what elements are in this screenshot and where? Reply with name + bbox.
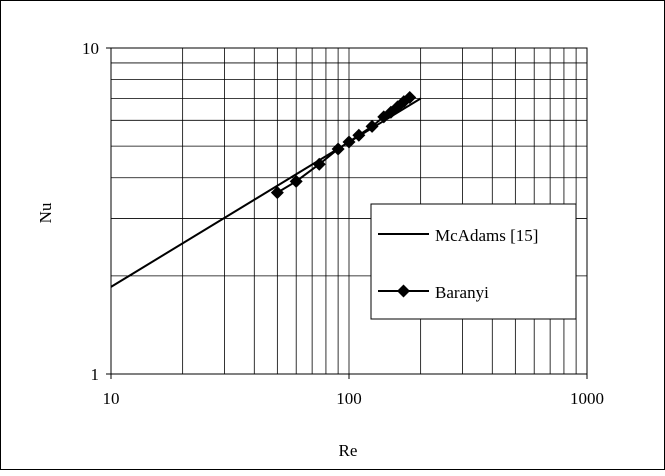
y-tick-label: 1 [91, 365, 100, 384]
series-line-mcadams [110, 97, 422, 288]
baranyi-data-point [331, 142, 345, 156]
series-layer [110, 90, 422, 288]
legend-label-mcadams: McAdams [15] [435, 226, 538, 245]
y-tick-label: 10 [82, 39, 99, 58]
baranyi-data-point [312, 157, 326, 171]
y-axis-label: Nu [36, 202, 55, 223]
baranyi-data-point [342, 135, 356, 149]
baranyi-data-point [352, 128, 366, 142]
x-tick-label: 1000 [570, 389, 604, 408]
x-axis-label: Re [339, 441, 358, 460]
x-tick-label: 10 [103, 389, 120, 408]
legend-marker-baranyi [397, 284, 410, 298]
baranyi-data-point [365, 119, 379, 133]
baranyi-data-point [403, 90, 417, 104]
baranyi-data-point [289, 174, 303, 188]
baranyi-data-point [270, 186, 284, 200]
x-tick-label: 100 [336, 389, 362, 408]
legend-label-baranyi: Baranyi [435, 283, 489, 302]
legend: McAdams [15] Baranyi [370, 203, 577, 320]
legend-box [370, 203, 577, 320]
